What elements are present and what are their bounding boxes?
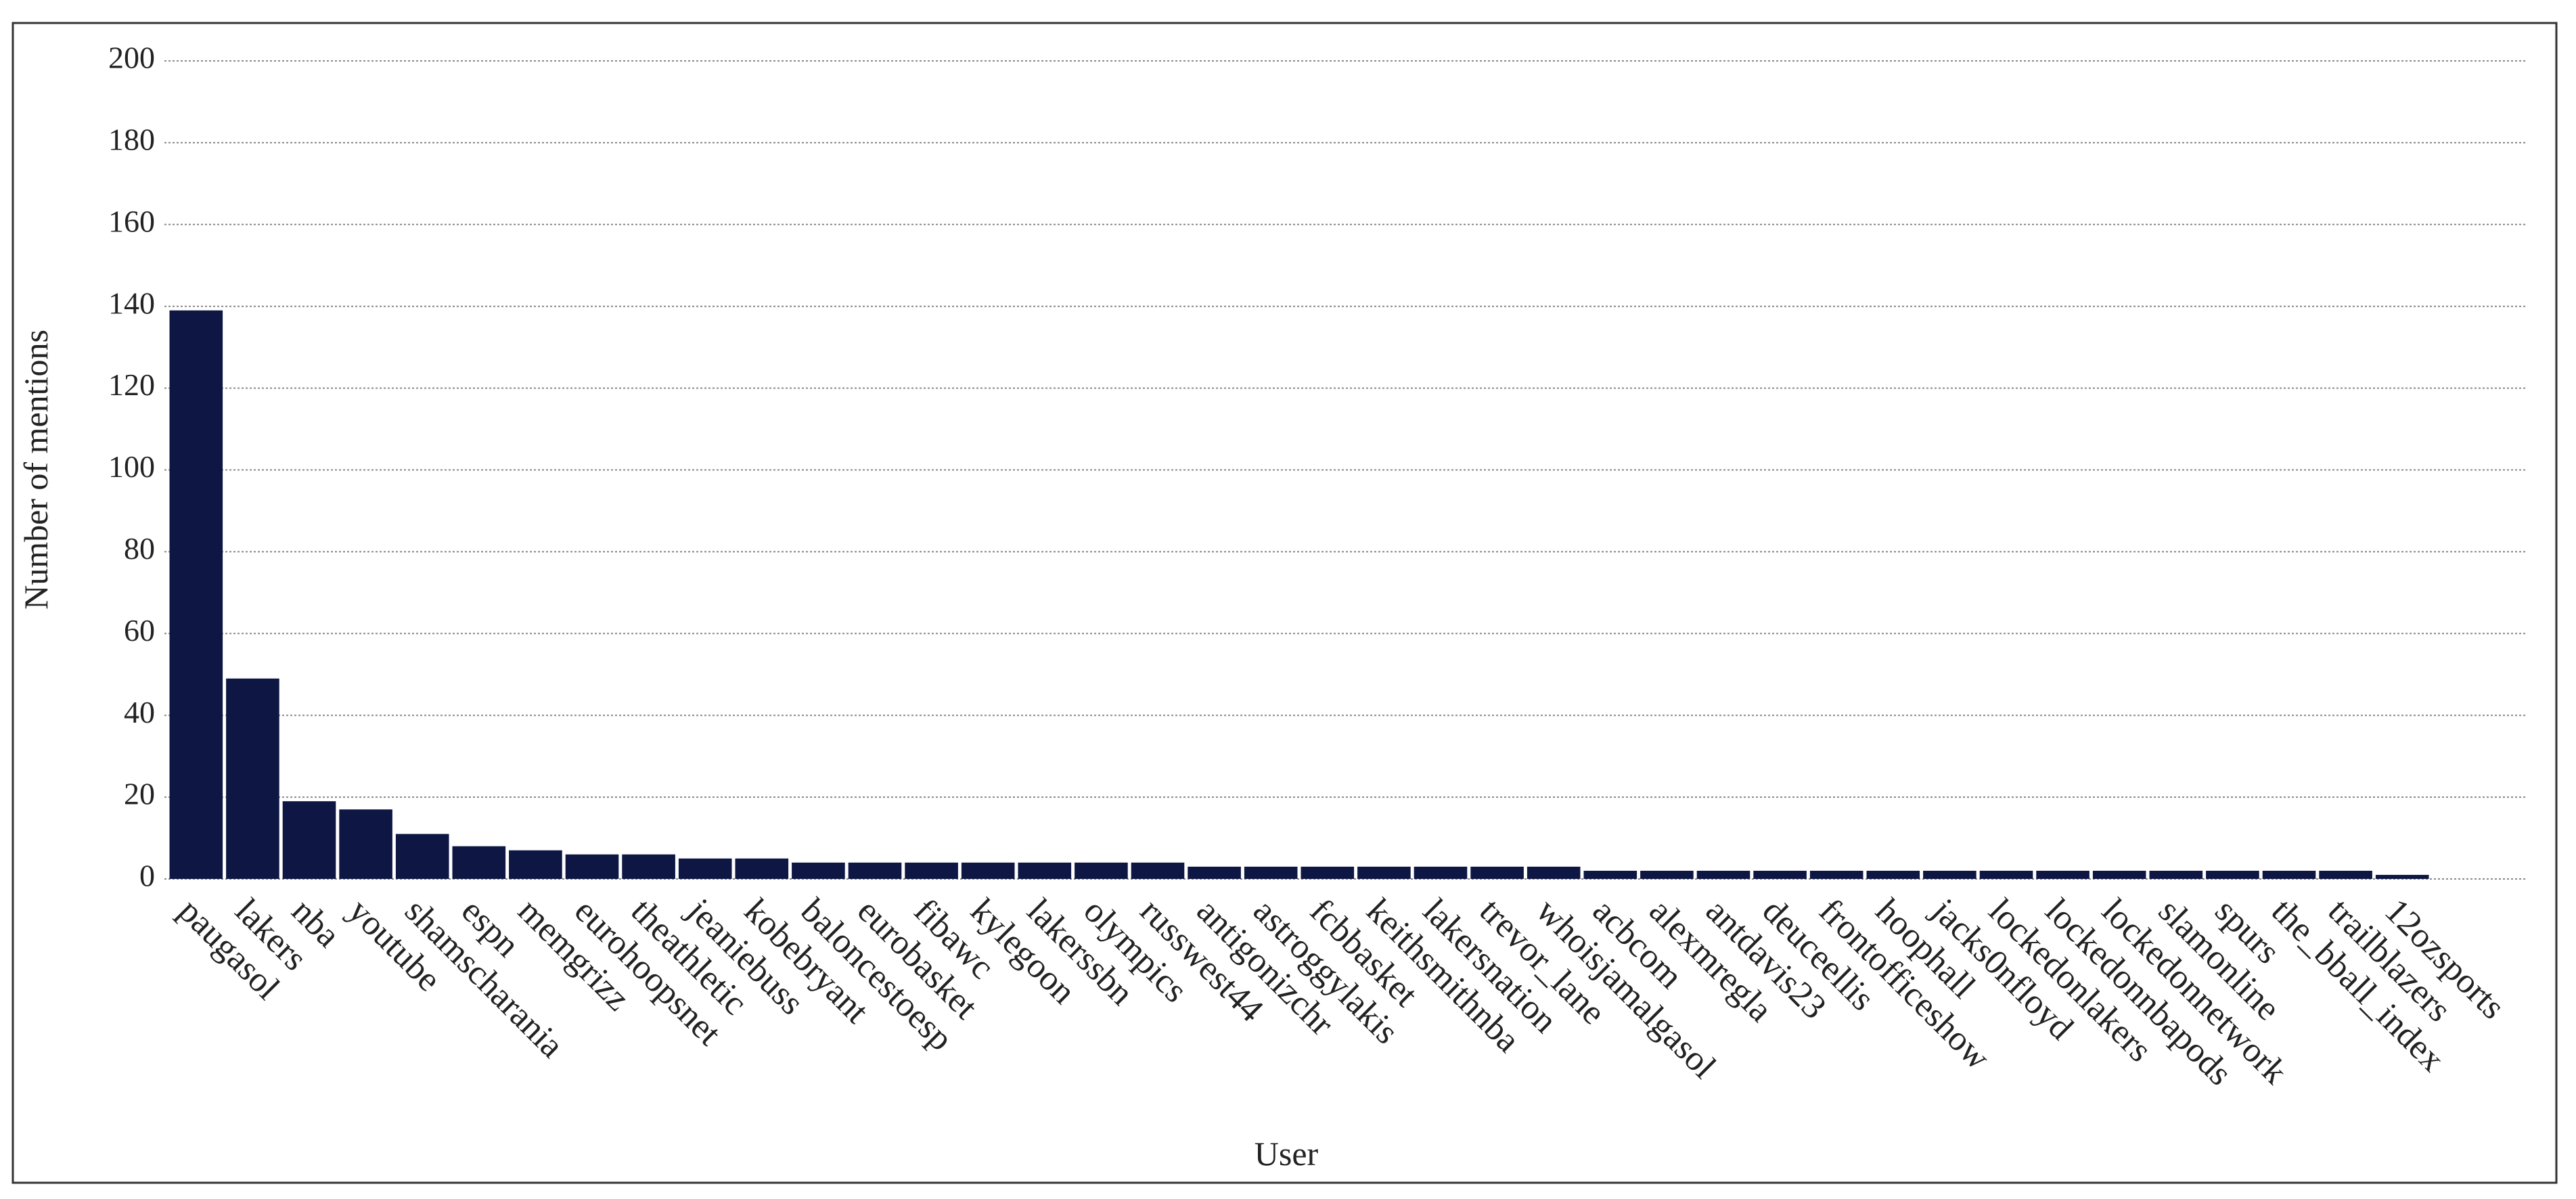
bar bbox=[792, 862, 845, 879]
bar bbox=[1923, 870, 1976, 879]
y-tick-label: 100 bbox=[108, 449, 155, 484]
bar bbox=[2036, 870, 2089, 879]
bar bbox=[1640, 870, 1694, 879]
bar bbox=[395, 834, 449, 879]
bar bbox=[282, 801, 336, 879]
bar bbox=[2092, 870, 2146, 879]
bar bbox=[678, 858, 732, 879]
bar bbox=[1075, 862, 1128, 879]
y-tick-label: 20 bbox=[124, 777, 155, 811]
bar bbox=[2262, 870, 2316, 879]
bar bbox=[1696, 870, 1750, 879]
bar bbox=[848, 862, 902, 879]
bar bbox=[339, 809, 392, 879]
bar bbox=[961, 862, 1015, 879]
bar bbox=[2375, 874, 2429, 879]
bar bbox=[2206, 870, 2259, 879]
y-tick-label: 80 bbox=[124, 531, 155, 566]
bar bbox=[622, 854, 675, 879]
bar bbox=[2149, 870, 2203, 879]
bar bbox=[565, 854, 619, 879]
bar bbox=[1414, 866, 1468, 879]
bar bbox=[1809, 870, 1863, 879]
y-tick-label: 140 bbox=[108, 286, 155, 320]
y-tick-label: 200 bbox=[108, 41, 155, 75]
bar bbox=[1018, 862, 1072, 879]
bar bbox=[1753, 870, 1807, 879]
y-tick-label: 40 bbox=[124, 695, 155, 729]
bar bbox=[1131, 862, 1185, 879]
bar bbox=[1470, 866, 1524, 879]
x-axis-title: User bbox=[1255, 1135, 1319, 1173]
bar bbox=[1301, 866, 1355, 879]
bar bbox=[169, 310, 223, 879]
bar bbox=[1244, 866, 1298, 879]
bar bbox=[2319, 870, 2372, 879]
bar bbox=[1357, 866, 1411, 879]
bar bbox=[1866, 870, 1920, 879]
y-tick-label: 180 bbox=[108, 122, 155, 156]
bar bbox=[905, 862, 958, 879]
y-tick-label: 160 bbox=[108, 204, 155, 238]
y-tick-label: 120 bbox=[108, 367, 155, 402]
y-tick-label: 60 bbox=[124, 613, 155, 648]
y-axis-title: Number of mentions bbox=[17, 330, 55, 610]
y-tick-label: 0 bbox=[139, 859, 155, 893]
frame bbox=[12, 22, 2558, 1184]
bar bbox=[1188, 866, 1241, 879]
bar bbox=[452, 846, 506, 879]
bar bbox=[1583, 870, 1637, 879]
bar bbox=[1527, 866, 1581, 879]
bar bbox=[1979, 870, 2033, 879]
bar bbox=[509, 850, 562, 879]
bar bbox=[735, 858, 789, 879]
bar bbox=[226, 678, 279, 879]
